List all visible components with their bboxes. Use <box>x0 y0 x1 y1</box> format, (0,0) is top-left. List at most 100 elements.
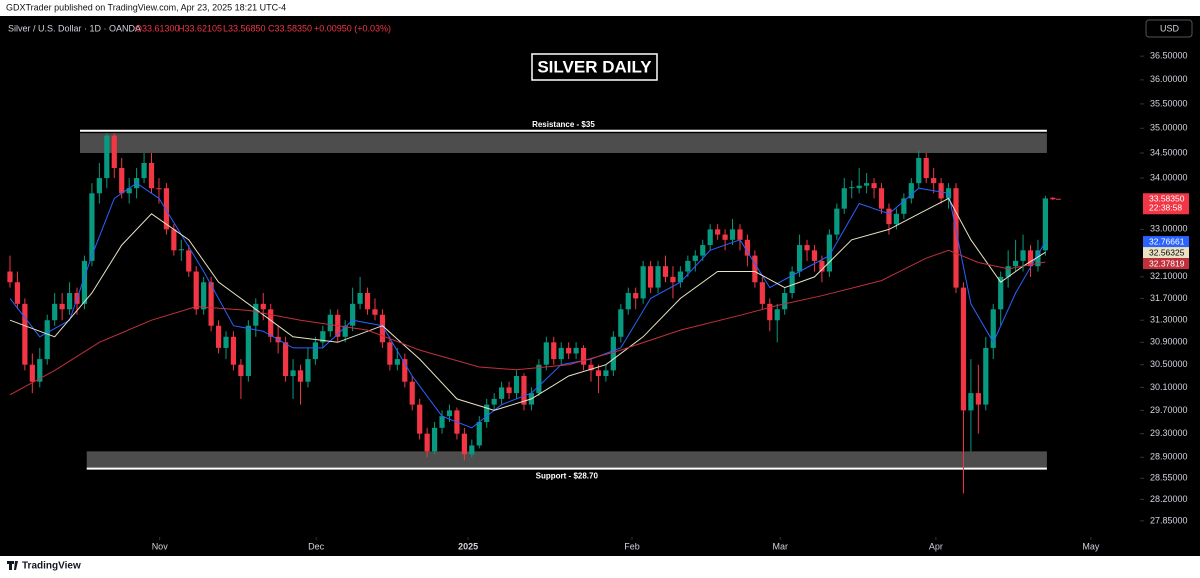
candle-body <box>610 336 616 371</box>
candle-body <box>938 183 944 199</box>
candle-body <box>439 416 445 428</box>
x-tick-label: May <box>1082 541 1100 551</box>
candle-body <box>119 167 125 194</box>
ohlc-low: L33.56850 <box>223 23 266 33</box>
candle-body <box>998 276 1004 310</box>
price-tag <box>1143 258 1189 270</box>
candle-body <box>253 303 259 326</box>
footer-logo <box>7 561 18 570</box>
moving-average <box>9 249 1046 396</box>
candle-body <box>856 185 862 189</box>
candle-body <box>722 234 728 240</box>
price-axis-background <box>1140 16 1200 556</box>
candle-body <box>864 183 870 186</box>
ohlc-change: +0.00950 (+0.03%) <box>314 23 391 33</box>
level-zone <box>80 133 1047 153</box>
level-label: Resistance - $35 <box>532 120 595 129</box>
y-tick-label: 27.85000 <box>1150 515 1188 525</box>
candle-body <box>759 282 765 304</box>
candle-body <box>662 266 669 277</box>
candle-body <box>148 162 155 189</box>
candle-body <box>1027 250 1034 267</box>
candle-body <box>1020 250 1026 261</box>
candle-body <box>618 309 624 337</box>
x-tick-label: Mar <box>772 541 788 551</box>
candle-body <box>826 234 832 272</box>
candle-body <box>513 376 520 394</box>
candle-body <box>59 303 65 310</box>
candle-body <box>22 303 28 365</box>
y-tick-label: 31.70000 <box>1150 293 1188 303</box>
candle-body <box>931 178 937 184</box>
y-tick-label: 30.10000 <box>1150 382 1188 392</box>
candle-body <box>409 381 415 405</box>
price-tag-label: 32.76661 <box>1149 236 1185 246</box>
candle-body <box>245 325 251 377</box>
candle-body <box>163 188 170 230</box>
y-tick-label: 36.50000 <box>1150 51 1188 61</box>
candle-body <box>66 293 73 310</box>
candle-body <box>7 271 13 283</box>
candle-body <box>968 393 974 411</box>
currency[interactable]: USD <box>1160 23 1180 33</box>
candle-body <box>342 325 348 337</box>
y-tick-label: 29.30000 <box>1150 428 1188 438</box>
y-tick-label: 30.50000 <box>1150 359 1188 369</box>
candle-body <box>469 445 475 455</box>
candle-body <box>171 229 177 251</box>
candle-body <box>543 342 549 365</box>
candle-body <box>804 245 810 251</box>
candle-body <box>104 135 110 179</box>
y-tick-label: 29.70000 <box>1150 405 1188 415</box>
candle-body <box>29 364 35 382</box>
candle-body <box>603 370 609 377</box>
candle-body <box>96 178 102 194</box>
candle-body <box>566 347 572 354</box>
candle-body <box>692 255 698 261</box>
candle-body <box>767 303 773 321</box>
candle-body <box>290 370 296 377</box>
candle-body <box>782 293 788 310</box>
countdown: 22:38:58 <box>1149 203 1182 213</box>
candle-body <box>223 336 229 348</box>
candle-body <box>156 188 162 190</box>
candle-body <box>1042 198 1048 251</box>
candle-body <box>193 271 199 310</box>
x-tick-label: Nov <box>152 541 169 551</box>
candle-body <box>402 359 408 382</box>
candle-body <box>1005 266 1011 277</box>
candle-body <box>394 359 400 365</box>
candle-body <box>379 314 386 343</box>
candle-body <box>752 255 758 283</box>
ohlc-high: H33.62105 <box>178 23 222 33</box>
candle-body <box>364 293 371 310</box>
candle-body <box>417 404 423 434</box>
candle-body <box>305 359 311 382</box>
candle-body <box>52 303 58 321</box>
candle-body <box>923 157 929 179</box>
candle-body <box>595 370 602 377</box>
currency-button[interactable] <box>1145 19 1193 38</box>
candle-body <box>208 282 214 326</box>
candle-body <box>186 250 192 272</box>
candle-body <box>640 266 646 299</box>
y-tick-label: 32.10000 <box>1150 271 1188 281</box>
candle-body <box>37 359 43 382</box>
candle-body <box>737 229 743 240</box>
candle-body <box>1013 260 1019 267</box>
candle-body <box>44 320 50 360</box>
candle-body <box>446 410 453 417</box>
candle-body <box>387 342 393 365</box>
candle-body <box>580 347 587 365</box>
candle-body <box>89 193 95 261</box>
price-tag <box>1143 247 1189 259</box>
chart-title: SILVER DAILY <box>537 57 652 76</box>
y-tick-label: 36.00000 <box>1150 74 1188 84</box>
candle-body <box>111 135 117 168</box>
candle-body <box>834 208 840 235</box>
y-tick-label: 28.20000 <box>1150 494 1188 504</box>
y-tick-label: 28.90000 <box>1150 452 1188 462</box>
moving-average <box>9 197 1046 411</box>
candle-body <box>431 427 438 452</box>
